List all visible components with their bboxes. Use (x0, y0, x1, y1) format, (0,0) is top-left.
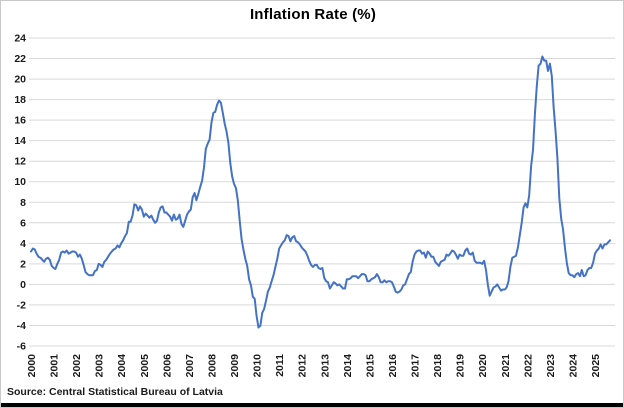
x-tick-label: 2002 (71, 354, 83, 378)
x-tick-label: 2013 (319, 354, 331, 378)
x-tick-label: 2006 (161, 354, 173, 378)
y-tick-label: 10 (14, 176, 26, 188)
inflation-rate-line (30, 55, 611, 329)
x-tick-label: 2025 (590, 354, 602, 378)
y-tick-label: 18 (14, 94, 26, 106)
y-tick-label: 12 (14, 156, 26, 168)
chart-title: Inflation Rate (%) (249, 6, 377, 23)
x-tick-label: 2000 (26, 354, 38, 378)
y-tick-label: 24 (14, 33, 26, 45)
y-tick-label: 22 (14, 53, 26, 65)
y-tick-label: 6 (20, 217, 26, 229)
x-tick-label: 2012 (297, 354, 309, 378)
x-tick-label: 2019 (455, 354, 467, 378)
x-tick-label: 2004 (116, 354, 128, 378)
y-tick-label: 2 (20, 258, 26, 270)
x-tick-label: 2005 (139, 354, 151, 378)
x-tick-label: 2017 (410, 354, 422, 378)
x-tick-label: 2008 (206, 354, 218, 378)
x-tick-label: 2003 (94, 354, 106, 378)
x-tick-label: 2015 (364, 354, 376, 378)
y-tick-label: 16 (14, 115, 26, 127)
x-tick-label: 2009 (229, 354, 241, 378)
x-tick-label: 2016 (387, 354, 399, 378)
source-note: Source: Central Statistical Bureau of La… (7, 386, 223, 398)
x-tick-label: 2010 (252, 354, 264, 378)
x-tick-label: 2022 (522, 354, 534, 378)
bottom-border (1, 403, 623, 407)
y-tick-label: 20 (14, 74, 26, 86)
y-tick-label: 0 (20, 279, 26, 291)
x-tick-label: 2011 (274, 354, 286, 377)
x-tick-label: 2020 (477, 354, 489, 378)
y-tick-label: -4 (17, 320, 26, 332)
y-tick-label: -2 (17, 299, 26, 311)
x-tick-label: 2018 (432, 354, 444, 378)
x-tick-label: 2021 (500, 354, 512, 378)
y-tick-label: 8 (20, 197, 26, 209)
x-tick-label: 2024 (567, 354, 579, 378)
x-tick-label: 2007 (184, 354, 196, 378)
x-tick-label: 2014 (342, 354, 354, 378)
x-tick-label: 2023 (545, 354, 557, 378)
y-tick-label: -6 (17, 341, 26, 353)
y-tick-label: 4 (20, 238, 26, 250)
y-tick-label: 14 (14, 135, 26, 147)
x-tick-label: 2001 (49, 354, 61, 378)
